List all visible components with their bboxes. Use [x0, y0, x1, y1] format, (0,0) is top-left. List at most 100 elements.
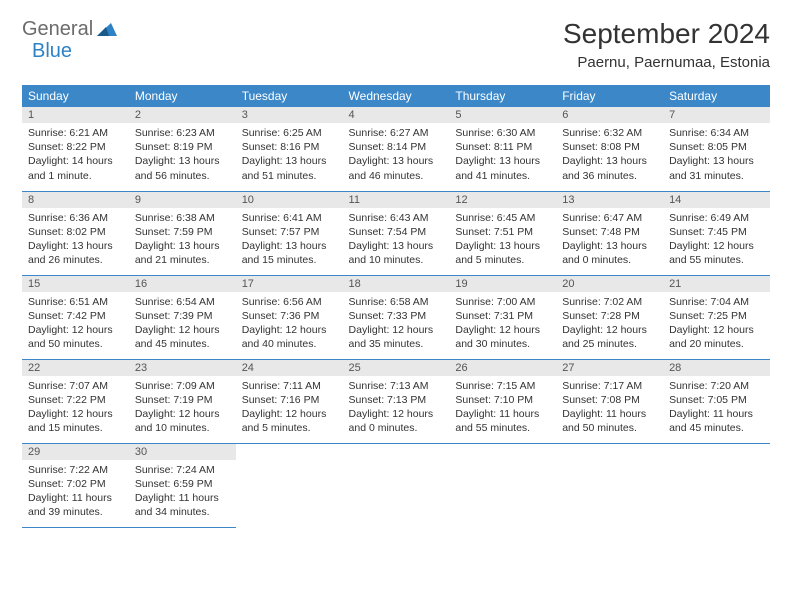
- logo: General: [22, 18, 119, 41]
- day-content: Sunrise: 7:13 AMSunset: 7:13 PMDaylight:…: [343, 376, 450, 442]
- daylight-text: Daylight: 11 hours and 39 minutes.: [28, 491, 123, 519]
- day-content: Sunrise: 7:22 AMSunset: 7:02 PMDaylight:…: [22, 460, 129, 526]
- sunset-text: Sunset: 6:59 PM: [135, 477, 230, 491]
- day-cell: 30Sunrise: 7:24 AMSunset: 6:59 PMDayligh…: [129, 443, 236, 527]
- sunrise-text: Sunrise: 6:27 AM: [349, 126, 444, 140]
- weekday-header: Saturday: [663, 85, 770, 107]
- day-cell: 3Sunrise: 6:25 AMSunset: 8:16 PMDaylight…: [236, 107, 343, 191]
- day-cell: 25Sunrise: 7:13 AMSunset: 7:13 PMDayligh…: [343, 359, 450, 443]
- day-content: Sunrise: 6:23 AMSunset: 8:19 PMDaylight:…: [129, 123, 236, 189]
- daylight-text: Daylight: 12 hours and 20 minutes.: [669, 323, 764, 351]
- sunrise-text: Sunrise: 6:45 AM: [455, 211, 550, 225]
- day-number: 22: [22, 360, 129, 376]
- sunset-text: Sunset: 7:59 PM: [135, 225, 230, 239]
- day-number: 25: [343, 360, 450, 376]
- day-cell: 24Sunrise: 7:11 AMSunset: 7:16 PMDayligh…: [236, 359, 343, 443]
- day-number: 1: [22, 107, 129, 123]
- sunset-text: Sunset: 7:36 PM: [242, 309, 337, 323]
- day-content: Sunrise: 6:25 AMSunset: 8:16 PMDaylight:…: [236, 123, 343, 189]
- sunrise-text: Sunrise: 7:09 AM: [135, 379, 230, 393]
- calendar-row: 15Sunrise: 6:51 AMSunset: 7:42 PMDayligh…: [22, 275, 770, 359]
- daylight-text: Daylight: 13 hours and 56 minutes.: [135, 154, 230, 182]
- day-cell: 6Sunrise: 6:32 AMSunset: 8:08 PMDaylight…: [556, 107, 663, 191]
- sunrise-text: Sunrise: 7:17 AM: [562, 379, 657, 393]
- day-number: 30: [129, 444, 236, 460]
- day-number: 13: [556, 192, 663, 208]
- daylight-text: Daylight: 13 hours and 21 minutes.: [135, 239, 230, 267]
- daylight-text: Daylight: 12 hours and 40 minutes.: [242, 323, 337, 351]
- day-number: 17: [236, 276, 343, 292]
- daylight-text: Daylight: 14 hours and 1 minute.: [28, 154, 123, 182]
- calendar-body: 1Sunrise: 6:21 AMSunset: 8:22 PMDaylight…: [22, 107, 770, 527]
- day-number: 2: [129, 107, 236, 123]
- daylight-text: Daylight: 12 hours and 35 minutes.: [349, 323, 444, 351]
- day-content: Sunrise: 6:56 AMSunset: 7:36 PMDaylight:…: [236, 292, 343, 358]
- day-content: Sunrise: 7:07 AMSunset: 7:22 PMDaylight:…: [22, 376, 129, 442]
- sunset-text: Sunset: 7:16 PM: [242, 393, 337, 407]
- day-number: 11: [343, 192, 450, 208]
- day-cell: 17Sunrise: 6:56 AMSunset: 7:36 PMDayligh…: [236, 275, 343, 359]
- sunrise-text: Sunrise: 6:41 AM: [242, 211, 337, 225]
- day-content: Sunrise: 7:00 AMSunset: 7:31 PMDaylight:…: [449, 292, 556, 358]
- daylight-text: Daylight: 13 hours and 51 minutes.: [242, 154, 337, 182]
- day-number: 8: [22, 192, 129, 208]
- day-cell: [556, 443, 663, 527]
- day-cell: 4Sunrise: 6:27 AMSunset: 8:14 PMDaylight…: [343, 107, 450, 191]
- sunset-text: Sunset: 8:22 PM: [28, 140, 123, 154]
- day-cell: 8Sunrise: 6:36 AMSunset: 8:02 PMDaylight…: [22, 191, 129, 275]
- calendar-row: 29Sunrise: 7:22 AMSunset: 7:02 PMDayligh…: [22, 443, 770, 527]
- day-cell: 11Sunrise: 6:43 AMSunset: 7:54 PMDayligh…: [343, 191, 450, 275]
- daylight-text: Daylight: 12 hours and 0 minutes.: [349, 407, 444, 435]
- day-cell: 26Sunrise: 7:15 AMSunset: 7:10 PMDayligh…: [449, 359, 556, 443]
- daylight-text: Daylight: 12 hours and 45 minutes.: [135, 323, 230, 351]
- sunset-text: Sunset: 8:16 PM: [242, 140, 337, 154]
- sunrise-text: Sunrise: 6:58 AM: [349, 295, 444, 309]
- weekday-header: Monday: [129, 85, 236, 107]
- daylight-text: Daylight: 11 hours and 55 minutes.: [455, 407, 550, 435]
- daylight-text: Daylight: 13 hours and 10 minutes.: [349, 239, 444, 267]
- sunrise-text: Sunrise: 6:25 AM: [242, 126, 337, 140]
- day-cell: 12Sunrise: 6:45 AMSunset: 7:51 PMDayligh…: [449, 191, 556, 275]
- sunrise-text: Sunrise: 7:24 AM: [135, 463, 230, 477]
- day-cell: [663, 443, 770, 527]
- sunrise-text: Sunrise: 6:21 AM: [28, 126, 123, 140]
- day-cell: 18Sunrise: 6:58 AMSunset: 7:33 PMDayligh…: [343, 275, 450, 359]
- day-content: Sunrise: 6:51 AMSunset: 7:42 PMDaylight:…: [22, 292, 129, 358]
- day-cell: [449, 443, 556, 527]
- calendar-row: 22Sunrise: 7:07 AMSunset: 7:22 PMDayligh…: [22, 359, 770, 443]
- daylight-text: Daylight: 13 hours and 26 minutes.: [28, 239, 123, 267]
- day-content: Sunrise: 6:45 AMSunset: 7:51 PMDaylight:…: [449, 208, 556, 274]
- day-number: 9: [129, 192, 236, 208]
- day-number: 29: [22, 444, 129, 460]
- sunrise-text: Sunrise: 7:00 AM: [455, 295, 550, 309]
- day-content: Sunrise: 6:38 AMSunset: 7:59 PMDaylight:…: [129, 208, 236, 274]
- day-cell: 28Sunrise: 7:20 AMSunset: 7:05 PMDayligh…: [663, 359, 770, 443]
- day-content: Sunrise: 6:43 AMSunset: 7:54 PMDaylight:…: [343, 208, 450, 274]
- logo-text-gray: General: [22, 18, 93, 41]
- sunset-text: Sunset: 7:05 PM: [669, 393, 764, 407]
- weekday-header: Thursday: [449, 85, 556, 107]
- calendar-row: 1Sunrise: 6:21 AMSunset: 8:22 PMDaylight…: [22, 107, 770, 191]
- sunrise-text: Sunrise: 7:22 AM: [28, 463, 123, 477]
- day-cell: 2Sunrise: 6:23 AMSunset: 8:19 PMDaylight…: [129, 107, 236, 191]
- day-cell: 9Sunrise: 6:38 AMSunset: 7:59 PMDaylight…: [129, 191, 236, 275]
- day-content: Sunrise: 7:15 AMSunset: 7:10 PMDaylight:…: [449, 376, 556, 442]
- sunrise-text: Sunrise: 6:34 AM: [669, 126, 764, 140]
- sunrise-text: Sunrise: 6:36 AM: [28, 211, 123, 225]
- day-cell: 10Sunrise: 6:41 AMSunset: 7:57 PMDayligh…: [236, 191, 343, 275]
- sunrise-text: Sunrise: 7:07 AM: [28, 379, 123, 393]
- daylight-text: Daylight: 13 hours and 41 minutes.: [455, 154, 550, 182]
- sunset-text: Sunset: 8:11 PM: [455, 140, 550, 154]
- sunrise-text: Sunrise: 6:56 AM: [242, 295, 337, 309]
- day-number: 3: [236, 107, 343, 123]
- day-content: Sunrise: 7:09 AMSunset: 7:19 PMDaylight:…: [129, 376, 236, 442]
- sunset-text: Sunset: 7:57 PM: [242, 225, 337, 239]
- day-content: Sunrise: 7:17 AMSunset: 7:08 PMDaylight:…: [556, 376, 663, 442]
- sunset-text: Sunset: 7:10 PM: [455, 393, 550, 407]
- daylight-text: Daylight: 13 hours and 31 minutes.: [669, 154, 764, 182]
- day-cell: 15Sunrise: 6:51 AMSunset: 7:42 PMDayligh…: [22, 275, 129, 359]
- daylight-text: Daylight: 13 hours and 15 minutes.: [242, 239, 337, 267]
- sunrise-text: Sunrise: 6:23 AM: [135, 126, 230, 140]
- daylight-text: Daylight: 12 hours and 25 minutes.: [562, 323, 657, 351]
- day-number: 19: [449, 276, 556, 292]
